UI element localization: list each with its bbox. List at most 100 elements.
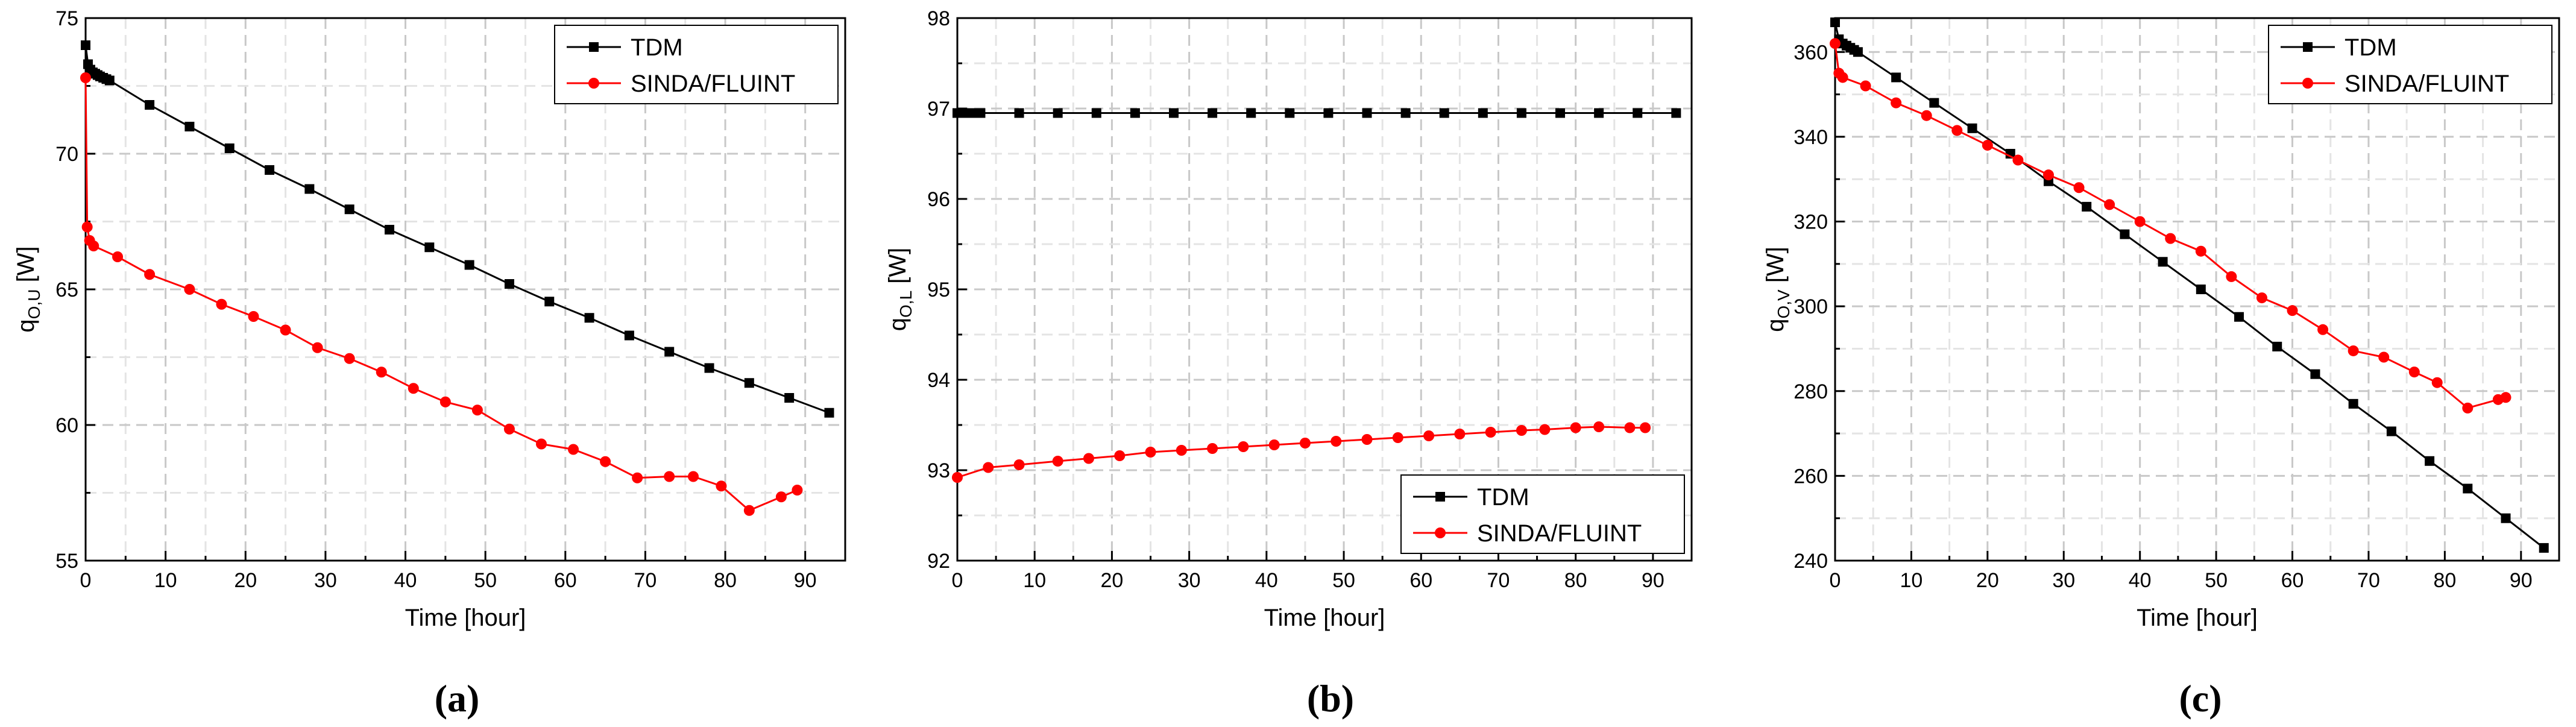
data-point-sinda-fluint <box>1299 438 1311 448</box>
legend-box <box>554 25 839 104</box>
x-axis-label: Time [hour] <box>2137 605 2258 631</box>
data-point-tdm <box>2082 201 2092 212</box>
x-tick-label: 0 <box>1830 569 1841 592</box>
data-point-tdm <box>1853 47 1863 57</box>
data-point-tdm <box>81 40 90 50</box>
data-point-tdm <box>1208 108 1218 118</box>
data-point-sinda-fluint <box>2073 182 2085 194</box>
data-point-sinda-fluint <box>1013 459 1025 470</box>
y-axis-label-unit: [W] <box>884 248 911 291</box>
y-axis-label-unit: [W] <box>1762 247 1789 289</box>
data-point-sinda-fluint <box>2378 351 2390 363</box>
panel-caption: (a) <box>435 677 480 720</box>
data-point-tdm <box>2120 229 2130 239</box>
data-point-tdm <box>664 347 675 357</box>
x-tick-label: 0 <box>80 569 92 592</box>
x-tick-label: 40 <box>1255 569 1278 592</box>
legend: TDM SINDA/FLUINT <box>2268 25 2552 104</box>
data-point-sinda-fluint <box>2195 245 2206 257</box>
x-tick-label: 10 <box>1023 569 1046 592</box>
data-point-tdm <box>1014 108 1024 118</box>
data-point-sinda-fluint <box>439 396 451 408</box>
data-point-sinda-fluint <box>2012 154 2024 166</box>
legend-label-sinda-fluint: SINDA/FLUINT <box>631 71 795 97</box>
y-tick-label: 60 <box>55 414 78 437</box>
data-point-sinda-fluint <box>280 324 291 336</box>
y-axis-label: qO,V [W] <box>1762 247 1793 332</box>
data-point-sinda-fluint <box>216 298 227 310</box>
y-tick-label: 93 <box>927 459 950 482</box>
y-tick-label: 94 <box>927 369 950 392</box>
y-axis-label-subscript: O,L <box>896 291 915 318</box>
data-point-sinda-fluint <box>1837 72 1848 83</box>
data-point-tdm <box>1516 108 1526 118</box>
y-axis-label-subscript: O,V <box>1774 289 1793 319</box>
data-point-tdm <box>504 279 514 289</box>
x-tick-label: 20 <box>234 569 257 592</box>
legend-marker-circle <box>1435 527 1446 538</box>
x-tick-label: 90 <box>794 569 817 592</box>
data-point-tdm <box>704 363 714 373</box>
legend-marker-square <box>2303 42 2313 52</box>
x-axis-label: Time [hour] <box>1264 605 1385 631</box>
data-point-sinda-fluint <box>568 444 579 455</box>
data-point-sinda-fluint <box>775 491 787 503</box>
data-point-tdm <box>265 165 275 175</box>
x-tick-label: 10 <box>1900 569 1923 592</box>
data-point-tdm <box>2501 513 2511 523</box>
data-point-sinda-fluint <box>664 471 675 482</box>
data-point-tdm <box>2348 398 2358 409</box>
y-axis-label: qO,U [W] <box>13 246 43 332</box>
data-point-tdm <box>1246 108 1256 118</box>
data-point-sinda-fluint <box>688 471 699 482</box>
x-tick-label: 10 <box>154 569 177 592</box>
data-point-tdm <box>2425 456 2435 466</box>
data-point-sinda-fluint <box>1593 421 1605 432</box>
legend-marker-square <box>589 42 599 52</box>
y-tick-label: 96 <box>927 188 950 211</box>
data-point-sinda-fluint <box>2431 377 2443 388</box>
data-point-tdm <box>1400 108 1411 118</box>
x-tick-label: 0 <box>952 569 963 592</box>
data-point-tdm <box>385 225 394 234</box>
data-point-sinda-fluint <box>2408 367 2420 378</box>
x-tick-label: 70 <box>634 569 657 592</box>
data-point-tdm <box>1555 108 1566 118</box>
x-tick-label: 70 <box>2357 569 2380 592</box>
data-point-sinda-fluint <box>184 284 195 295</box>
data-point-sinda-fluint <box>344 353 355 364</box>
data-point-tdm <box>1891 72 1901 83</box>
data-point-sinda-fluint <box>312 342 323 353</box>
x-tick-label: 90 <box>1642 569 1664 592</box>
data-point-tdm <box>1091 108 1101 118</box>
data-point-sinda-fluint <box>1083 453 1094 464</box>
data-point-tdm <box>1929 98 1939 108</box>
data-point-sinda-fluint <box>88 241 99 251</box>
data-point-sinda-fluint <box>2226 271 2237 282</box>
data-point-sinda-fluint <box>2104 199 2115 210</box>
panel-caption: (c) <box>2179 677 2222 720</box>
data-point-sinda-fluint <box>80 72 91 83</box>
data-point-sinda-fluint <box>1361 434 1373 445</box>
data-point-tdm <box>1439 108 1449 118</box>
x-tick-label: 20 <box>1976 569 1999 592</box>
data-point-sinda-fluint <box>1516 425 1527 436</box>
data-point-sinda-fluint <box>1640 422 1651 433</box>
y-axis-label-unit: [W] <box>13 246 39 289</box>
y-tick-label: 280 <box>1793 380 1828 403</box>
data-point-tdm <box>1633 108 1643 118</box>
data-point-sinda-fluint <box>376 367 387 378</box>
y-tick-label: 75 <box>55 7 78 30</box>
data-point-sinda-fluint <box>2500 392 2511 403</box>
data-point-sinda-fluint <box>632 472 643 483</box>
y-tick-label: 300 <box>1793 295 1828 318</box>
x-tick-label: 30 <box>2052 569 2075 592</box>
data-point-sinda-fluint <box>600 456 611 467</box>
data-point-sinda-fluint <box>1891 97 1902 109</box>
x-tick-label: 40 <box>2129 569 2152 592</box>
data-point-sinda-fluint <box>1485 427 1496 438</box>
data-point-sinda-fluint <box>1052 456 1063 467</box>
chart-panel-2: 0 10 20 30 40 50 60 70 80 90 240 260 280 300 320 340 360… <box>1762 17 2560 720</box>
data-point-tdm <box>1323 108 1334 118</box>
data-point-tdm <box>184 122 195 131</box>
